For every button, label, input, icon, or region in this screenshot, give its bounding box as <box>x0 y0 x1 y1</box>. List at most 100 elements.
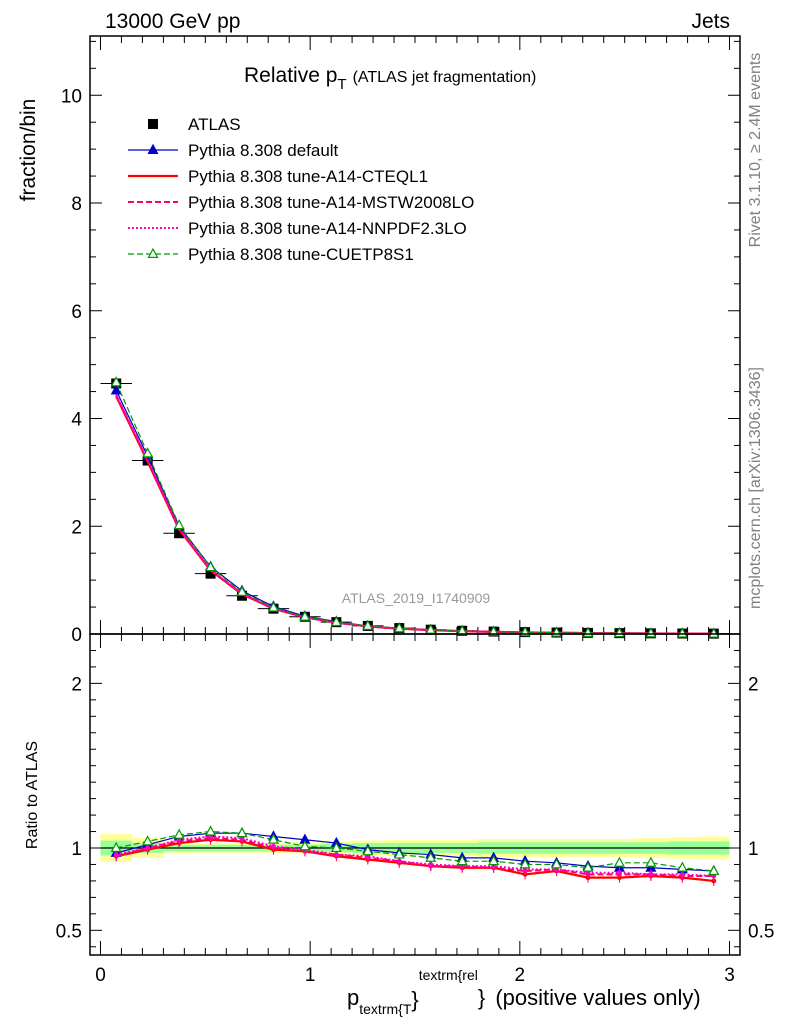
ratio-y-tick-label-right: 0.5 <box>748 921 774 942</box>
ratio-series-marker <box>617 870 622 876</box>
x-tick-label: 3 <box>724 965 735 986</box>
x-axis-label-superscript: textrm{rel <box>419 967 478 983</box>
header-left-label: 13000 GeV pp <box>105 10 240 33</box>
ratio-series-marker <box>110 841 122 852</box>
main-title-note: (ATLAS jet fragmentation) <box>353 69 537 86</box>
main-series-marker <box>267 601 279 612</box>
main-series-line <box>115 382 714 635</box>
header-right-label: Jets <box>691 10 730 33</box>
atlas-data-point <box>174 528 185 539</box>
main-series-marker <box>110 384 122 395</box>
x-axis-label-sup-brace: } <box>478 985 485 1010</box>
ratio-series-marker <box>267 833 279 844</box>
ratio-series-marker <box>299 840 311 851</box>
main-y-tick-label: 10 <box>61 86 82 107</box>
ratio-series-marker <box>271 843 276 849</box>
analysis-watermark: ATLAS_2019_I1740909 <box>342 590 491 606</box>
main-series-marker <box>708 627 720 638</box>
ratio-series-marker <box>676 861 688 872</box>
x-tick-label: 1 <box>305 965 316 986</box>
x-axis-label-suffix: (positive values only) <box>489 985 701 1010</box>
ratio-series-marker <box>613 856 625 867</box>
ratio-series-marker <box>236 826 248 838</box>
ratio-series-marker <box>428 862 434 867</box>
main-series-marker <box>110 376 122 387</box>
legend-label: Pythia 8.308 tune-A14-CTEQL1 <box>188 167 428 186</box>
ratio-series-line <box>115 837 714 877</box>
main-y-tick-label: 4 <box>71 410 82 431</box>
legend-label: Pythia 8.308 tune-CUETP8S1 <box>188 245 414 264</box>
ratio-y-tick-label-right: 1 <box>748 839 759 860</box>
main-series-marker <box>299 610 311 621</box>
main-y-tick-label: 8 <box>71 194 82 215</box>
ratio-series-line <box>116 832 714 872</box>
ratio-series-marker <box>142 835 154 846</box>
ratio-y-tick-label: 1 <box>71 839 82 860</box>
main-title-subscript: T <box>337 76 346 93</box>
ratio-series-marker <box>330 841 342 852</box>
x-axis-label-sub-brace: } <box>411 987 418 1012</box>
atlas-data-point <box>205 568 216 579</box>
ratio-y-tick-label-right: 2 <box>748 674 759 695</box>
ratio-series-marker <box>113 852 119 857</box>
main-series-marker <box>330 615 342 627</box>
ratio-series-marker <box>582 861 594 872</box>
legend-label: ATLAS <box>188 115 241 134</box>
legend-entry: Pythia 8.308 tune-CUETP8S1 <box>128 245 414 264</box>
main-series-marker <box>142 447 154 458</box>
ratio-plot-panel: 0.5 0.5 1 1 2 2 0 1 2 3 <box>56 633 774 986</box>
main-series-marker <box>173 518 185 530</box>
ratio-series-marker <box>173 828 185 839</box>
ratio-series-line <box>116 835 714 877</box>
legend-swatch-marker <box>147 143 159 154</box>
main-series-marker <box>205 560 217 572</box>
legend-label: Pythia 8.308 tune-A14-NNPDF2.3LO <box>188 219 467 238</box>
legend-swatch-atlas <box>148 119 158 129</box>
rivet-version-label: Rivet 3.1.10, ≥ 2.4M events <box>747 53 764 248</box>
legend: ATLAS Pythia 8.308 default Pythia 8.308 tu… <box>128 115 474 264</box>
ratio-series-marker <box>333 852 339 857</box>
ratio-series-marker <box>456 854 468 866</box>
main-series-marker <box>236 585 248 596</box>
legend-entry: Pythia 8.308 tune-A14-CTEQL1 <box>128 167 428 186</box>
ratio-series-marker <box>393 848 405 859</box>
ratio-series-marker <box>645 856 657 867</box>
main-title: Relative pT (ATLAS jet fragmentation) <box>244 64 536 93</box>
ratio-series-marker <box>488 854 500 866</box>
mcplots-label: mcplots.cern.ch [arXiv:1306.3436] <box>747 367 764 609</box>
ratio-series-marker <box>708 864 720 876</box>
ratio-y-tick-label: 0.5 <box>56 921 82 942</box>
ratio-series-marker <box>396 858 402 864</box>
ratio-series <box>110 825 720 877</box>
legend-swatch-marker <box>147 247 159 258</box>
ratio-y-tick-label: 2 <box>71 674 82 695</box>
main-title-text: Relative p <box>244 64 337 87</box>
x-axis-label-subscript: textrm{T <box>359 1001 412 1017</box>
main-series-marker <box>393 622 405 633</box>
main-series-marker <box>362 619 374 630</box>
ratio-series-marker <box>205 825 217 836</box>
main-y-axis-label: fraction/bin <box>17 99 40 202</box>
legend-entry: Pythia 8.308 tune-A14-NNPDF2.3LO <box>128 219 467 238</box>
ratio-series-marker <box>425 851 437 862</box>
legend-label: Pythia 8.308 default <box>188 141 339 160</box>
x-axis-label-main: p <box>347 985 359 1010</box>
x-tick-label: 2 <box>515 965 526 986</box>
ratio-series-marker <box>648 871 654 877</box>
legend-label: Pythia 8.308 tune-A14-MSTW2008LO <box>188 193 474 212</box>
ratio-series-marker <box>145 845 151 851</box>
ratio-series-marker <box>362 845 374 856</box>
ratio-series-line <box>116 830 714 872</box>
x-axis-label: ptextrm{T}textrm{rel} (positive values o… <box>347 967 701 1017</box>
main-y-tick-label: 0 <box>71 625 82 646</box>
ratio-series-marker <box>519 858 531 869</box>
main-series-marker <box>676 627 688 638</box>
ratio-series-marker <box>679 871 685 877</box>
legend-entry: Pythia 8.308 tune-A14-MSTW2008LO <box>128 193 474 212</box>
main-y-tick-label: 2 <box>71 517 82 538</box>
legend-entry: ATLAS <box>148 115 241 134</box>
main-series-marker <box>488 625 500 636</box>
x-tick-label: 0 <box>95 965 106 986</box>
